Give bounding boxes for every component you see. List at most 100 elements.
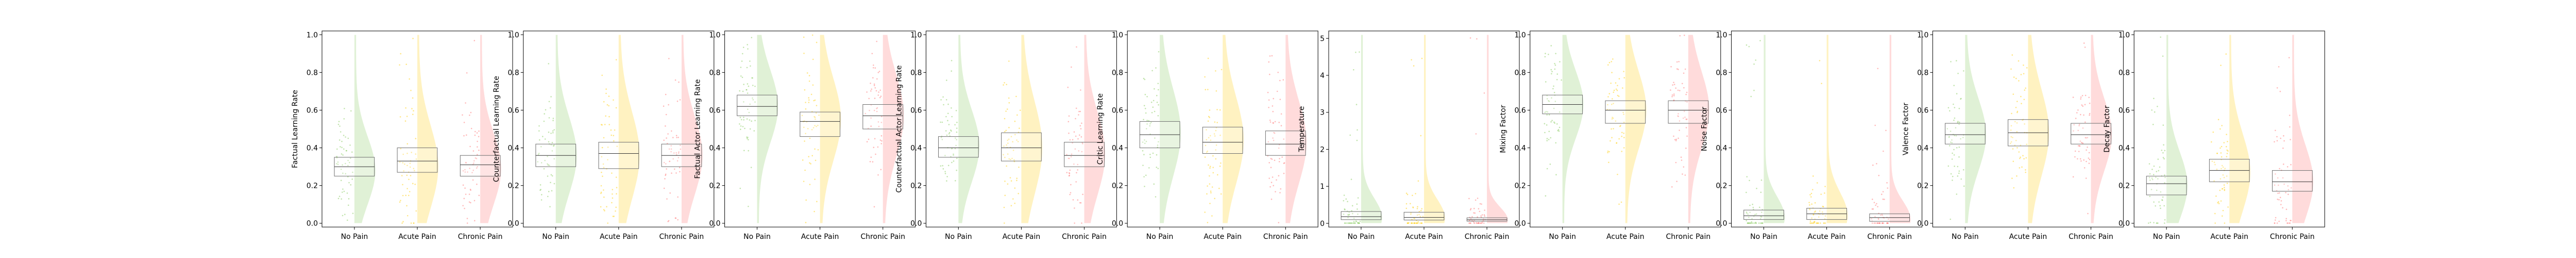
data-point: [2161, 199, 2163, 201]
data-point: [1273, 122, 1274, 124]
data-point: [1081, 222, 1082, 224]
y-tick-label: 1: [1320, 183, 1325, 191]
data-point: [880, 135, 883, 137]
data-point: [2224, 168, 2226, 169]
data-point: [2288, 57, 2290, 59]
data-point: [879, 89, 881, 91]
data-point: [1283, 138, 1284, 140]
data-point: [611, 172, 613, 174]
data-point: [614, 129, 616, 131]
data-point: [1279, 158, 1280, 159]
data-point: [805, 199, 807, 201]
data-point: [870, 90, 872, 92]
data-point: [1150, 122, 1152, 123]
box: [1001, 132, 1042, 162]
data-point: [809, 162, 810, 164]
data-point: [465, 162, 467, 164]
data-point: [551, 150, 553, 152]
data-point: [1881, 194, 1883, 195]
data-point: [1421, 222, 1423, 224]
data-point: [2084, 121, 2086, 123]
data-point: [743, 119, 744, 121]
data-point: [1080, 128, 1082, 130]
data-point: [2276, 222, 2278, 224]
data-point: [2162, 124, 2164, 126]
group-acute-pain: [1403, 35, 1445, 224]
data-point: [1888, 218, 1889, 220]
data-point: [1752, 203, 1753, 205]
data-point: [2025, 169, 2026, 171]
box: [1064, 142, 1105, 167]
data-point: [1613, 89, 1615, 91]
data-point: [1278, 161, 1280, 163]
data-point: [1678, 61, 1680, 62]
data-point: [1153, 183, 1155, 185]
data-point: [1620, 125, 1621, 126]
data-point: [1550, 45, 1552, 46]
y-tick-label: 0.0: [709, 220, 720, 228]
data-point: [1947, 107, 1950, 109]
data-point: [607, 147, 609, 148]
data-point: [748, 205, 749, 207]
data-point: [1612, 117, 1613, 118]
y-tick-label: 0: [1320, 220, 1325, 228]
data-point: [817, 124, 819, 126]
data-point: [1280, 188, 1282, 190]
data-point: [1883, 150, 1884, 152]
data-point: [1215, 90, 1217, 92]
data-point: [552, 132, 554, 134]
data-point: [953, 160, 955, 162]
group-no-pain: [2146, 35, 2188, 224]
data-point: [811, 155, 813, 157]
data-point: [2276, 136, 2278, 138]
data-point: [1213, 133, 1215, 135]
group-chronic-pain: [1466, 35, 1508, 224]
axes-frame: [925, 30, 1117, 228]
data-point: [1410, 222, 1412, 224]
data-point: [752, 77, 753, 79]
data-point: [805, 102, 806, 103]
data-point: [1475, 199, 1477, 201]
data-point: [466, 134, 467, 136]
data-point: [1755, 59, 1757, 61]
data-point: [803, 181, 805, 182]
data-point: [1069, 139, 1071, 141]
data-point: [2076, 112, 2078, 114]
data-point: [1809, 194, 1811, 196]
data-point: [951, 116, 953, 118]
data-point: [2221, 156, 2223, 158]
data-point: [1353, 217, 1355, 219]
data-point: [2149, 173, 2151, 175]
data-point: [608, 116, 610, 118]
data-point: [1747, 222, 1749, 224]
data-point: [2018, 80, 2020, 82]
data-point: [1152, 106, 1154, 108]
data-point: [1676, 61, 1678, 63]
panel-6: No Pain Acute Pain Chronic Pain012345Tempe…: [1298, 30, 1520, 241]
data-point: [466, 218, 468, 219]
data-point: [2025, 157, 2027, 159]
data-point: [877, 146, 879, 148]
data-point: [615, 59, 617, 61]
data-point: [1759, 222, 1761, 224]
data-point: [474, 157, 477, 159]
box: [460, 155, 501, 176]
data-point: [740, 128, 741, 130]
data-point: [1623, 133, 1624, 134]
data-point: [1755, 213, 1757, 215]
violin: [2028, 35, 2049, 223]
data-point: [748, 85, 750, 87]
data-point: [1608, 151, 1610, 153]
data-point: [1554, 101, 1556, 102]
data-point: [601, 171, 602, 173]
data-point: [1481, 214, 1483, 216]
data-point: [1613, 128, 1614, 130]
data-point: [474, 220, 476, 222]
data-point: [1680, 156, 1682, 158]
data-point: [1419, 216, 1421, 217]
data-point: [1557, 129, 1560, 131]
data-point: [742, 46, 744, 49]
data-point: [875, 153, 876, 155]
data-point: [1143, 105, 1145, 106]
data-point: [739, 123, 740, 125]
